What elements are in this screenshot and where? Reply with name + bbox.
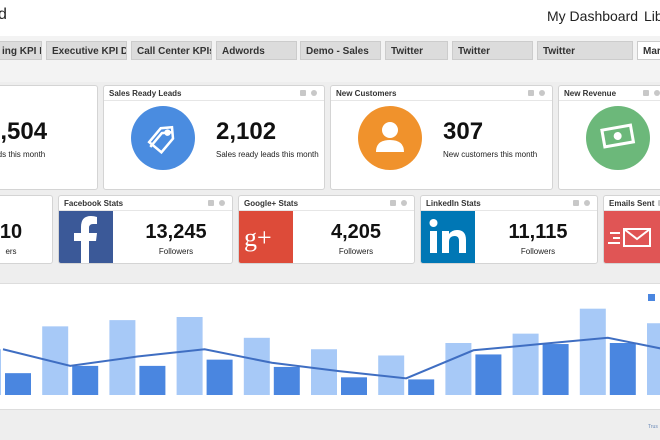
widget-title: New Revenue [564,89,617,98]
widget-title: Sales Ready Leads [109,89,182,98]
legend-swatch [648,294,655,301]
tab[interactable]: Twitter [452,41,533,60]
widget-title: Emails Sent [609,199,655,208]
bar [408,379,435,395]
comment-icon[interactable] [528,90,534,96]
tab[interactable]: Call Center KPIs [131,41,212,60]
bar [341,377,367,395]
chart-panel [0,283,660,410]
comment-icon[interactable] [573,200,579,206]
bar [542,344,569,395]
bar [475,354,502,395]
widget-icon [358,106,422,175]
settings-icon[interactable] [654,90,660,96]
tab[interactable]: ing KPI E [0,41,42,60]
line [2,336,660,380]
bar [445,343,472,395]
widget-title: New Customers [336,89,397,98]
bar [609,343,636,395]
widget-header [331,86,552,101]
nav-link[interactable]: Lib [644,8,660,24]
social-value: 13,245 [145,221,207,243]
social-widget: Emails Sent [603,195,660,264]
tab[interactable]: Mar [637,41,660,60]
kpi-caption: leads this month [0,150,46,159]
bar [139,365,166,395]
tab[interactable]: Adwords [216,41,297,60]
widget-icon [421,211,475,263]
tab[interactable]: Twitter [385,41,448,60]
settings-icon[interactable] [311,90,317,96]
svg-text:g+: g+ [244,223,272,252]
widget-header [421,196,597,211]
settings-icon[interactable] [219,200,225,206]
social-widget: Facebook Stats 13,245 Followers [58,195,233,264]
settings-icon[interactable] [401,200,407,206]
widget-title: Google+ Stats [244,199,299,208]
footer-text: Trus [648,424,658,430]
bar [311,349,337,395]
kpi-widget: 5,504 leads this month [0,85,98,190]
social-caption: Followers [338,247,374,256]
bar [72,365,99,395]
tab[interactable]: Executive KPI D [46,41,127,60]
bar [579,308,606,395]
bar [176,317,203,395]
social-caption: Followers [520,247,556,256]
widget-title: LinkedIn Stats [426,199,481,208]
bar [647,323,660,395]
social-widget: 10 ers [0,195,53,264]
kpi-value: 2,102 [216,118,277,145]
bar [0,349,1,395]
tab[interactable]: Twitter [537,41,633,60]
bar [273,366,300,395]
widget-header [239,196,414,211]
top-bar: d My Dashboard Lib [0,0,660,36]
kpi-widget: New Customers 307 New customers this month [330,85,553,190]
app-title: d [0,6,7,23]
comment-icon[interactable] [300,90,306,96]
social-caption: Followers [158,247,194,256]
kpi-caption: Sales ready leads this month [216,150,319,159]
widget-header [104,86,324,101]
widget-icon [59,211,113,263]
kpi-widget: Sales Ready Leads 2,102 Sales ready leads … [103,85,325,190]
bar [206,359,233,395]
social-widget: Google+ Stats g+ 4,205 Followers [238,195,415,264]
widget-title: Facebook Stats [64,199,124,208]
widget-header [604,196,660,211]
social-value: 4,205 [330,221,382,243]
kpi-value: 5,504 [0,118,48,145]
comment-icon[interactable] [390,200,396,206]
bar [512,333,539,395]
kpi-widget: New Revenue [558,85,660,190]
social-value: 10 [0,221,23,243]
chart [0,308,660,395]
social-caption: ers [5,247,17,256]
widget-icon [586,106,650,175]
widget-header [59,196,232,211]
widget-icon [604,211,660,263]
bar [5,373,31,395]
widget-icon: g+ [239,211,293,263]
settings-icon[interactable] [539,90,545,96]
comment-icon[interactable] [658,200,660,206]
comment-icon[interactable] [643,90,649,96]
kpi-caption: New customers this month [443,150,538,159]
nav-link[interactable]: My Dashboard [547,8,639,24]
widget-header [559,86,660,101]
social-widget: LinkedIn Stats 11,115 Followers [420,195,598,264]
tab[interactable]: Demo - Sales [300,41,381,60]
social-value: 11,115 [508,221,568,243]
bar [243,337,270,395]
settings-icon[interactable] [584,200,590,206]
widget-icon [131,106,195,175]
kpi-value: 307 [443,118,484,145]
comment-icon[interactable] [208,200,214,206]
